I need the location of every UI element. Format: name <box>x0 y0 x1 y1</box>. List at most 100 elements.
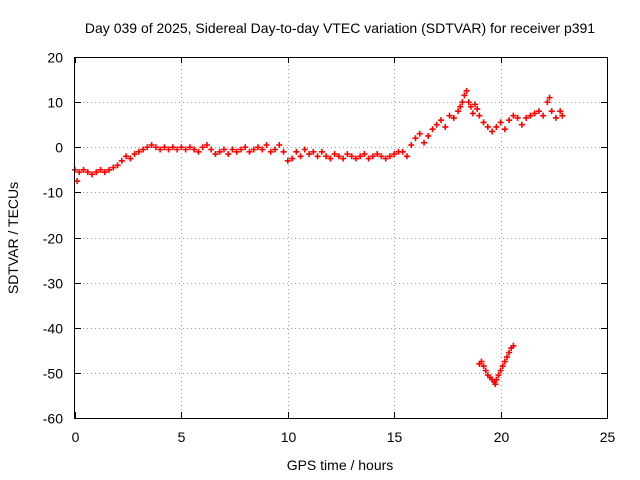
data-point-main <box>301 146 308 153</box>
data-point-main <box>289 155 296 162</box>
y-tick-label: 20 <box>47 50 63 66</box>
data-point-main <box>101 169 108 176</box>
data-point-main <box>378 153 385 160</box>
data-point-main <box>84 169 91 176</box>
data-point-main <box>457 103 464 110</box>
data-point-main <box>280 148 287 155</box>
data-point-main <box>165 146 172 153</box>
data-point-main <box>510 112 517 119</box>
data-point-main <box>420 139 427 146</box>
data-point-outlier <box>478 358 485 365</box>
data-point-main <box>80 166 87 173</box>
data-point-main <box>246 148 253 155</box>
y-tick-label: -30 <box>43 276 63 292</box>
data-point-outlier <box>503 354 510 361</box>
data-point-main <box>110 164 117 171</box>
data-point-main <box>216 148 223 155</box>
data-point-main <box>365 155 372 162</box>
data-point-main <box>467 103 474 110</box>
data-point-main <box>374 151 381 158</box>
data-point-main <box>93 169 100 176</box>
data-point-main <box>74 178 81 185</box>
y-tick-label: -50 <box>43 366 63 382</box>
data-point-main <box>474 105 481 112</box>
data-point-main <box>552 114 559 121</box>
y-tick-label: 0 <box>55 140 63 156</box>
data-point-main <box>535 108 542 115</box>
data-point-main <box>318 148 325 155</box>
x-tick-label: 15 <box>387 429 403 445</box>
data-point-main <box>293 148 300 155</box>
y-tick-label: -40 <box>43 321 63 337</box>
data-point-main <box>557 108 564 115</box>
data-point-outlier <box>499 363 506 370</box>
plot-frame <box>74 57 608 419</box>
data-point-main <box>472 101 479 108</box>
data-point-main <box>412 135 419 142</box>
data-point-main <box>237 146 244 153</box>
data-point-main <box>514 114 521 121</box>
data-point-main <box>284 157 291 164</box>
data-point-main <box>403 153 410 160</box>
data-point-main <box>327 155 334 162</box>
data-point-main <box>391 151 398 158</box>
data-point-main <box>314 153 321 160</box>
data-point-main <box>310 148 317 155</box>
data-point-main <box>331 151 338 158</box>
data-point-main <box>523 114 530 121</box>
data-point-main <box>386 153 393 160</box>
data-point-main <box>144 144 151 151</box>
data-point-main <box>416 130 423 137</box>
data-point-main <box>199 144 206 151</box>
chart-title: Day 039 of 2025, Sidereal Day-to-day VTE… <box>85 20 595 36</box>
data-point-main <box>546 94 553 101</box>
data-point-main <box>433 121 440 128</box>
y-tick-label: -20 <box>43 231 63 247</box>
data-point-main <box>161 144 168 151</box>
data-point-main <box>497 119 504 126</box>
data-point-main <box>208 146 215 153</box>
data-point-main <box>382 155 389 162</box>
x-tick-label: 10 <box>281 429 297 445</box>
x-tick-label: 0 <box>72 429 80 445</box>
data-point-main <box>469 110 476 117</box>
data-point-main <box>540 112 547 119</box>
x-tick-label: 5 <box>178 429 186 445</box>
data-point-main <box>489 128 496 135</box>
data-point-main <box>263 141 270 148</box>
y-tick-label: 10 <box>47 95 63 111</box>
data-point-main <box>118 157 125 164</box>
data-point-main <box>348 153 355 160</box>
data-point-main <box>89 171 96 178</box>
data-point-main <box>369 153 376 160</box>
data-point-main <box>255 144 262 151</box>
data-point-main <box>152 144 159 151</box>
y-tick-label: -60 <box>43 411 63 427</box>
data-point-main <box>148 141 155 148</box>
tick-labels: 0 5 10 15 20 25 -60 -50 -40 -30 -20 -10 0 10 20 <box>43 50 616 446</box>
data-point-outlier <box>480 363 487 370</box>
data-point-main <box>480 119 487 126</box>
data-point-main <box>276 141 283 148</box>
data-point-main <box>169 144 176 151</box>
data-point-main <box>229 146 236 153</box>
data-point-main <box>340 155 347 162</box>
data-point-main <box>531 110 538 117</box>
data-point-outlier <box>510 342 517 349</box>
x-axis-label: GPS time / hours <box>287 457 394 473</box>
data-point-main <box>429 126 436 133</box>
data-point-main <box>114 162 121 169</box>
data-point-main <box>335 153 342 160</box>
data-point-main <box>76 169 83 176</box>
data-point-main <box>493 123 500 130</box>
data-point-main <box>157 146 164 153</box>
data-point-main <box>191 146 198 153</box>
data-point-main <box>559 112 566 119</box>
data-point-main <box>123 153 130 160</box>
data-points <box>72 87 566 388</box>
data-point-main <box>220 146 227 153</box>
data-point-main <box>527 112 534 119</box>
data-point-main <box>135 148 142 155</box>
data-point-main <box>399 148 406 155</box>
data-point-outlier <box>493 376 500 383</box>
